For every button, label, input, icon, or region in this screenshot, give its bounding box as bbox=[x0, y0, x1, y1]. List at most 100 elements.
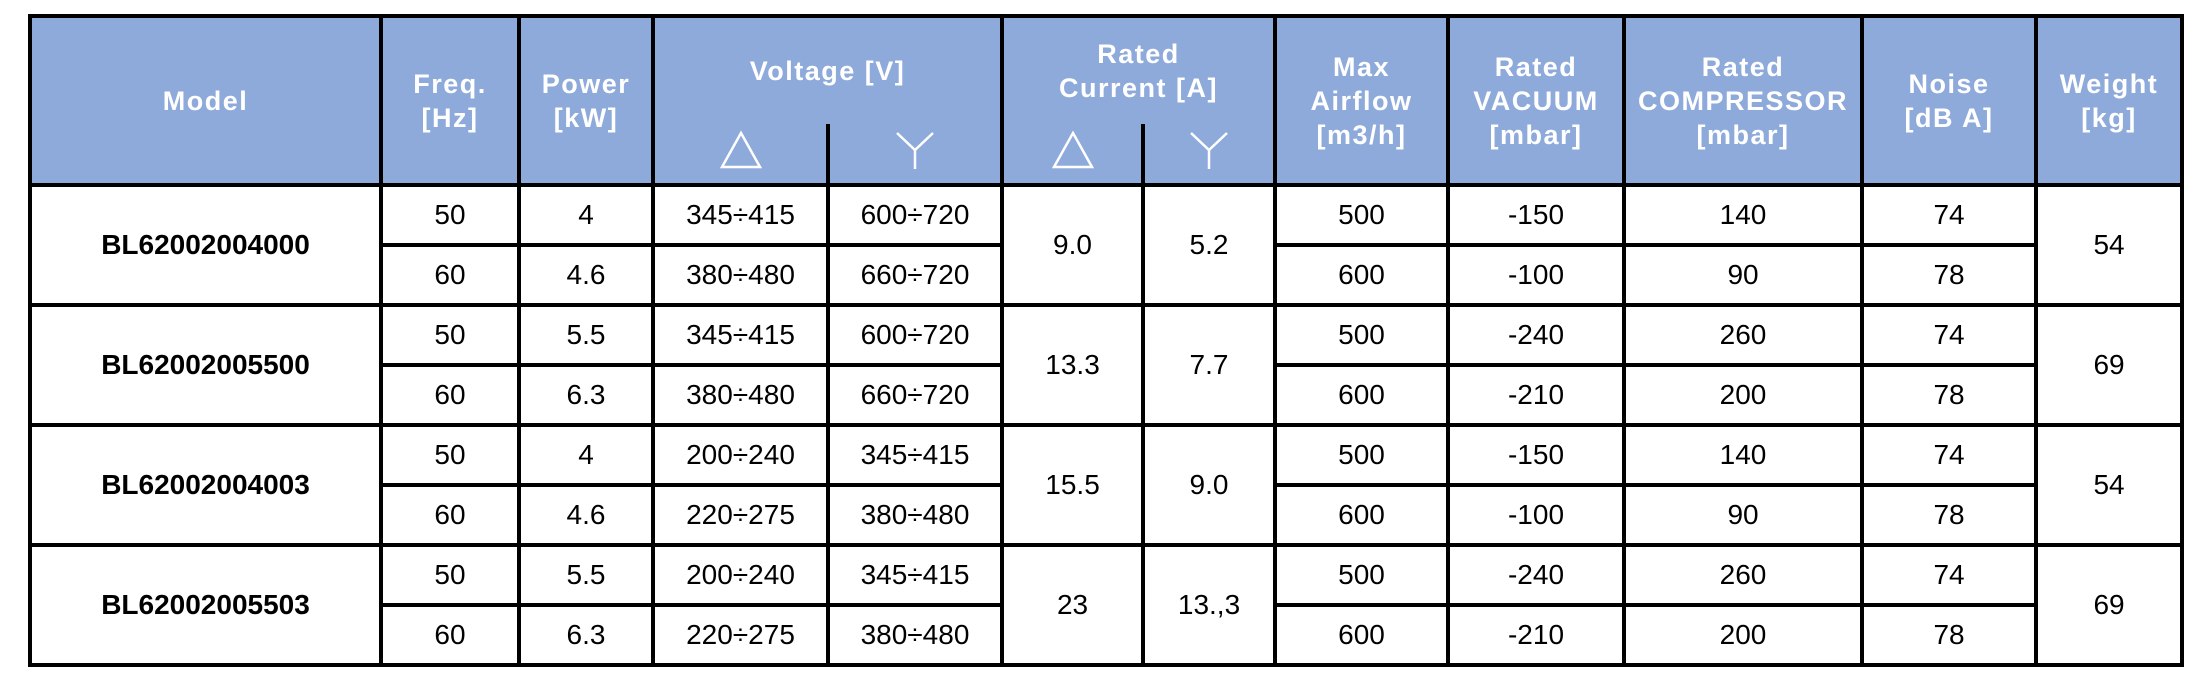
airflow-cell: 600 bbox=[1273, 483, 1451, 547]
voltage-star-cell: 345÷415 bbox=[825, 543, 1005, 607]
table-body: BL62002004000 50 4 345÷415 600÷720 9.0 5.2 500-… bbox=[28, 183, 2185, 667]
power-cell: 4.6 bbox=[517, 243, 655, 307]
header-cell: Power [kW] bbox=[517, 14, 655, 187]
vacuum-cell: -100 bbox=[1446, 483, 1627, 547]
power-cell: 6.3 bbox=[517, 603, 655, 667]
header-cell: Rated COMPRESSOR [mbar] bbox=[1622, 14, 1865, 187]
voltage-delta-cell: 345÷415 bbox=[651, 303, 830, 367]
freq-cell: 60 bbox=[379, 603, 521, 667]
freq-cell: 50 bbox=[379, 183, 521, 247]
current-delta-cell: 23 bbox=[1000, 543, 1146, 667]
weight-cell: 54 bbox=[2034, 183, 2185, 307]
compressor-cell: 260 bbox=[1622, 543, 1865, 607]
airflow-cell: 600 bbox=[1273, 243, 1451, 307]
power-cell: 6.3 bbox=[517, 363, 655, 427]
header-line: [kW] bbox=[553, 102, 619, 133]
compressor-cell: 260 bbox=[1622, 303, 1865, 367]
noise-cell: 74 bbox=[1860, 183, 2039, 247]
vacuum-cell: -240 bbox=[1446, 303, 1627, 367]
data-row: 60 6.3 220÷275 380÷480 600 -210 200 78 bbox=[30, 603, 2182, 667]
data-row: BL62002004003 50 4 200÷240 345÷415 15.5 9.0 500… bbox=[28, 423, 2185, 547]
header-cell: Max Airflow [m3/h] bbox=[1273, 14, 1451, 187]
noise-cell: 74 bbox=[1860, 303, 2039, 367]
compressor-cell: 140 bbox=[1622, 423, 1865, 487]
voltage-delta-cell: 200÷240 bbox=[651, 543, 830, 607]
power-cell: 5.5 bbox=[517, 303, 655, 367]
airflow-cell: 600 bbox=[1273, 603, 1451, 667]
voltage-star-cell: 600÷720 bbox=[825, 183, 1005, 247]
airflow-cell: 500 bbox=[1273, 183, 1451, 247]
compressor-cell: 90 bbox=[1622, 243, 1865, 307]
current-star-cell: 9.0 bbox=[1141, 423, 1278, 547]
header-line: Rated bbox=[1701, 51, 1785, 82]
data-row: 60 6.3 380÷480 660÷720 600 -210 200 78 bbox=[30, 363, 2182, 427]
header-line: [Hz] bbox=[421, 102, 479, 133]
header-line: Max bbox=[1333, 51, 1391, 82]
noise-cell: 78 bbox=[1860, 483, 2039, 547]
current-star-cell: 13.,3 bbox=[1141, 543, 1278, 667]
data-row: BL62002004000 50 4 345÷415 600÷720 9.0 5.2 500-… bbox=[28, 183, 2185, 307]
vacuum-cell: -240 bbox=[1446, 543, 1627, 607]
airflow-cell: 600 bbox=[1273, 363, 1451, 427]
weight-cell: 69 bbox=[2034, 543, 2185, 667]
compressor-cell: 140 bbox=[1622, 183, 1865, 247]
compressor-cell: 90 bbox=[1622, 483, 1865, 547]
freq-cell: 60 bbox=[379, 243, 521, 307]
header-line: VACUUM bbox=[1473, 85, 1599, 116]
noise-cell: 74 bbox=[1860, 423, 2039, 487]
header-cell: Weight [kg] bbox=[2034, 14, 2185, 187]
voltage-delta-cell: 200÷240 bbox=[651, 423, 830, 487]
airflow-cell: 500 bbox=[1273, 303, 1451, 367]
vacuum-cell: -150 bbox=[1446, 183, 1627, 247]
header-line: [mbar] bbox=[1489, 119, 1583, 150]
compressor-cell: 200 bbox=[1622, 603, 1865, 667]
model-cell: BL62002004000 bbox=[28, 183, 383, 307]
header-row: Model Freq. [Hz] Power [kW] Voltage [V] Rated C… bbox=[28, 14, 2185, 187]
freq-cell: 60 bbox=[379, 483, 521, 547]
voltage-star-cell: 600÷720 bbox=[825, 303, 1005, 367]
spec-table: Model Freq. [Hz] Power [kW] Voltage [V] Rated C… bbox=[28, 14, 2185, 667]
header-cell: Voltage [V] bbox=[650, 14, 1005, 124]
current-star-cell: 7.7 bbox=[1141, 303, 1278, 427]
header-line: [kg] bbox=[2081, 102, 2137, 133]
star-symbol bbox=[825, 124, 1005, 187]
model-cell: BL62002005503 bbox=[28, 543, 383, 667]
header-line: Rated bbox=[1097, 39, 1180, 69]
voltage-delta-cell: 380÷480 bbox=[651, 243, 830, 307]
voltage-star-cell: 660÷720 bbox=[825, 243, 1005, 307]
current-delta-cell: 9.0 bbox=[1000, 183, 1146, 307]
table-header: Model Freq. [Hz] Power [kW] Voltage [V] Rated C… bbox=[28, 14, 2185, 187]
vacuum-cell: -150 bbox=[1446, 423, 1627, 487]
header-line: Freq. bbox=[413, 68, 487, 99]
header-cell: Freq. [Hz] bbox=[379, 14, 521, 187]
power-cell: 4 bbox=[517, 423, 655, 487]
delta-symbol bbox=[651, 124, 830, 187]
header-line: COMPRESSOR bbox=[1638, 85, 1849, 116]
noise-cell: 74 bbox=[1860, 543, 2039, 607]
header-cell: Noise [dB A] bbox=[1860, 14, 2039, 187]
model-cell: BL62002004003 bbox=[28, 423, 383, 547]
power-cell: 4.6 bbox=[517, 483, 655, 547]
header-row bbox=[30, 124, 2182, 187]
freq-cell: 50 bbox=[379, 303, 521, 367]
data-row: BL62002005503 50 5.5 200÷240 345÷415 23 13.,3 5… bbox=[28, 543, 2185, 667]
freq-cell: 50 bbox=[379, 543, 521, 607]
weight-cell: 69 bbox=[2034, 303, 2185, 427]
header-cell: Model bbox=[28, 14, 383, 187]
freq-cell: 60 bbox=[379, 363, 521, 427]
freq-cell: 50 bbox=[379, 423, 521, 487]
header-line: [dB A] bbox=[1904, 102, 1994, 133]
current-delta-cell: 13.3 bbox=[1000, 303, 1146, 427]
vacuum-cell: -100 bbox=[1446, 243, 1627, 307]
noise-cell: 78 bbox=[1860, 603, 2039, 667]
voltage-star-cell: 345÷415 bbox=[825, 423, 1005, 487]
data-row: 60 4.6 380÷480 660÷720 600 -100 90 78 bbox=[30, 243, 2182, 307]
voltage-delta-cell: 220÷275 bbox=[651, 603, 830, 667]
header-line: Weight bbox=[2059, 68, 2159, 99]
header-cell: Rated VACUUM [mbar] bbox=[1446, 14, 1627, 187]
header-line: Power bbox=[541, 68, 631, 99]
delta-symbol bbox=[1000, 124, 1146, 187]
data-row: BL62002005500 50 5.5 345÷415 600÷720 13.3 7.7 5… bbox=[28, 303, 2185, 427]
weight-cell: 54 bbox=[2034, 423, 2185, 547]
voltage-delta-cell: 220÷275 bbox=[651, 483, 830, 547]
